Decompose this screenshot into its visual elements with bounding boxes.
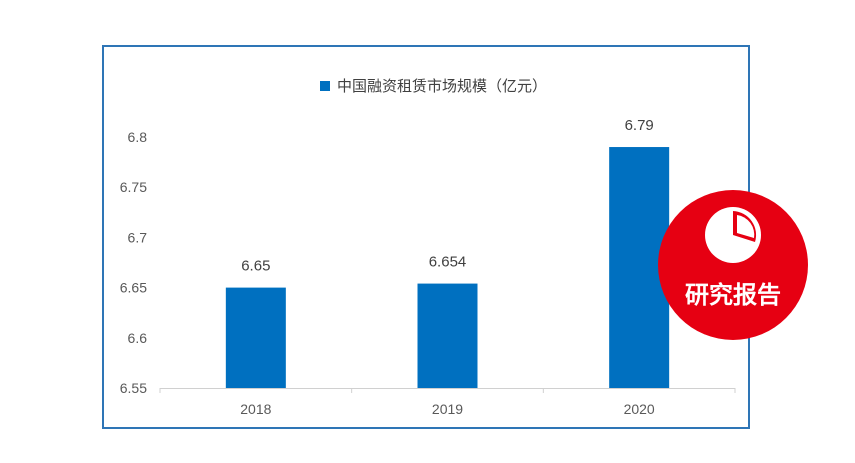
data-labels: 6.65 6.654 6.79	[241, 117, 654, 275]
x-tick-label: 2018	[240, 401, 271, 417]
y-axis: 6.55 6.6 6.65 6.7 6.75 6.8	[120, 129, 147, 396]
pie-chart-icon	[705, 207, 761, 263]
bar-2019	[417, 283, 478, 388]
y-tick-label: 6.55	[120, 380, 147, 396]
badge-circle	[658, 190, 808, 340]
y-tick-label: 6.7	[128, 229, 148, 245]
data-label: 6.65	[241, 258, 270, 275]
x-tick-label: 2019	[432, 401, 463, 417]
y-tick-label: 6.65	[120, 280, 147, 296]
x-axis-labels: 2018 2019 2020	[240, 401, 655, 417]
legend: 中国融资租赁市场规模（亿元）	[320, 78, 547, 95]
x-tick-label: 2020	[624, 401, 655, 417]
research-report-badge: 研究报告	[658, 190, 808, 340]
x-axis-ticks	[159, 388, 736, 393]
legend-label: 中国融资租赁市场规模（亿元）	[337, 78, 547, 95]
data-label: 6.654	[429, 254, 467, 271]
bar-2018	[225, 287, 286, 388]
bars	[225, 147, 670, 388]
y-tick-label: 6.6	[128, 330, 148, 346]
badge-label: 研究报告	[685, 281, 781, 309]
y-tick-label: 6.75	[120, 179, 147, 195]
legend-swatch	[320, 81, 330, 91]
data-label: 6.79	[625, 117, 654, 134]
y-tick-label: 6.8	[128, 129, 148, 145]
